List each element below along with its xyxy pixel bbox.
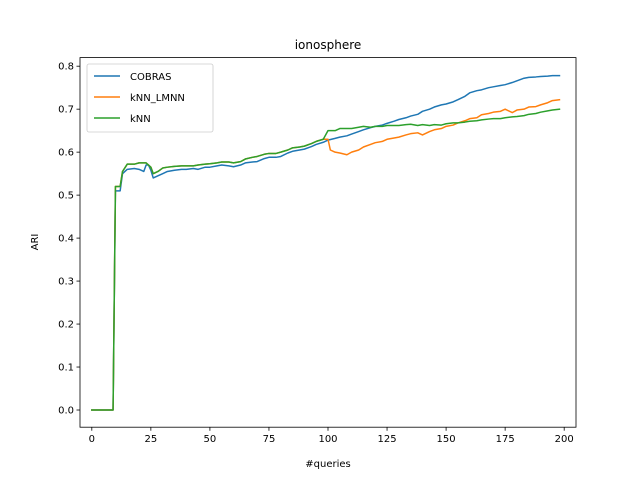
y-axis: 0.0 0.1 0.2 0.3 0.4 0.5 0.6 0.7 0.8 <box>58 62 80 417</box>
legend-label-knn: kNN <box>130 114 151 125</box>
y-tick-label: 0.3 <box>58 277 74 288</box>
series-layer <box>91 74 561 411</box>
legend-box <box>86 63 214 133</box>
x-tick-label: 25 <box>144 434 157 445</box>
y-tick-label: 0.0 <box>58 406 74 417</box>
y-tick-label: 0.1 <box>58 363 74 374</box>
legend-label-knn-lmnn: kNN_LMNN <box>130 93 185 104</box>
y-tick-label: 0.4 <box>58 234 74 245</box>
y-axis-label: ARI <box>30 234 41 251</box>
legend: COBRAS kNN_LMNN kNN <box>86 63 214 133</box>
y-tick-label: 0.7 <box>58 105 74 116</box>
x-tick-label: 75 <box>263 434 276 445</box>
x-tick-label: 50 <box>204 434 217 445</box>
x-axis: 0 25 50 75 100 125 150 175 200 <box>89 427 574 445</box>
y-tick-label: 0.8 <box>58 62 74 73</box>
y-tick-label: 0.2 <box>58 320 74 331</box>
y-tick-label: 0.5 <box>58 191 74 202</box>
series-line-knn <box>91 108 561 411</box>
x-tick-label: 175 <box>496 434 515 445</box>
x-tick-label: 200 <box>555 434 574 445</box>
x-axis-label: #queries <box>305 459 350 470</box>
series-line-cobras <box>91 74 561 411</box>
legend-label-cobras: COBRAS <box>130 72 171 83</box>
x-tick-label: 0 <box>89 434 95 445</box>
x-tick-label: 150 <box>437 434 456 445</box>
series-line-knn-lmnn <box>91 98 561 411</box>
chart-title: ionosphere <box>295 38 362 52</box>
y-tick-label: 0.6 <box>58 148 74 159</box>
x-tick-label: 100 <box>318 434 337 445</box>
x-tick-label: 125 <box>378 434 397 445</box>
